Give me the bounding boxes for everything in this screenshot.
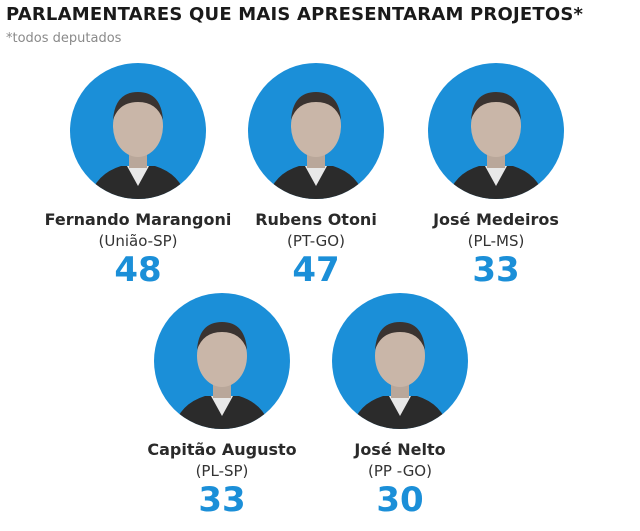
- project-count: 33: [472, 250, 520, 290]
- portrait: [248, 63, 384, 199]
- person-party: (PT-GO): [287, 232, 345, 250]
- portrait: [332, 293, 468, 429]
- project-count: 30: [376, 480, 424, 520]
- person-card: José Nelto (PP -GO) 30: [305, 292, 495, 520]
- person-card: José Medeiros (PL-MS) 33: [401, 62, 591, 290]
- person-name: Fernando Marangoni: [44, 210, 232, 229]
- person-party: (PP -GO): [368, 462, 432, 480]
- person-card: Capitão Augusto (PL-SP) 33: [127, 292, 317, 520]
- note: *todos deputados: [6, 31, 122, 46]
- person-card: Rubens Otoni (PT-GO) 47: [221, 62, 411, 290]
- person-party: (PL-MS): [467, 232, 525, 250]
- person-name: Capitão Augusto: [147, 440, 297, 459]
- person-party: (União-SP): [98, 232, 178, 250]
- project-count: 33: [198, 480, 246, 520]
- portrait: [154, 293, 290, 429]
- project-count: 48: [114, 250, 162, 290]
- portrait: [428, 63, 564, 199]
- person-party: (PL-SP): [195, 462, 249, 480]
- person-card: Fernando Marangoni (União-SP) 48: [43, 62, 233, 290]
- person-name: Rubens Otoni: [255, 210, 377, 229]
- person-name: José Nelto: [354, 440, 446, 459]
- title: PARLAMENTARES QUE MAIS APRESENTARAM PROJ…: [6, 4, 584, 25]
- portrait: [70, 63, 206, 199]
- person-name: José Medeiros: [433, 210, 559, 229]
- project-count: 47: [292, 250, 340, 290]
